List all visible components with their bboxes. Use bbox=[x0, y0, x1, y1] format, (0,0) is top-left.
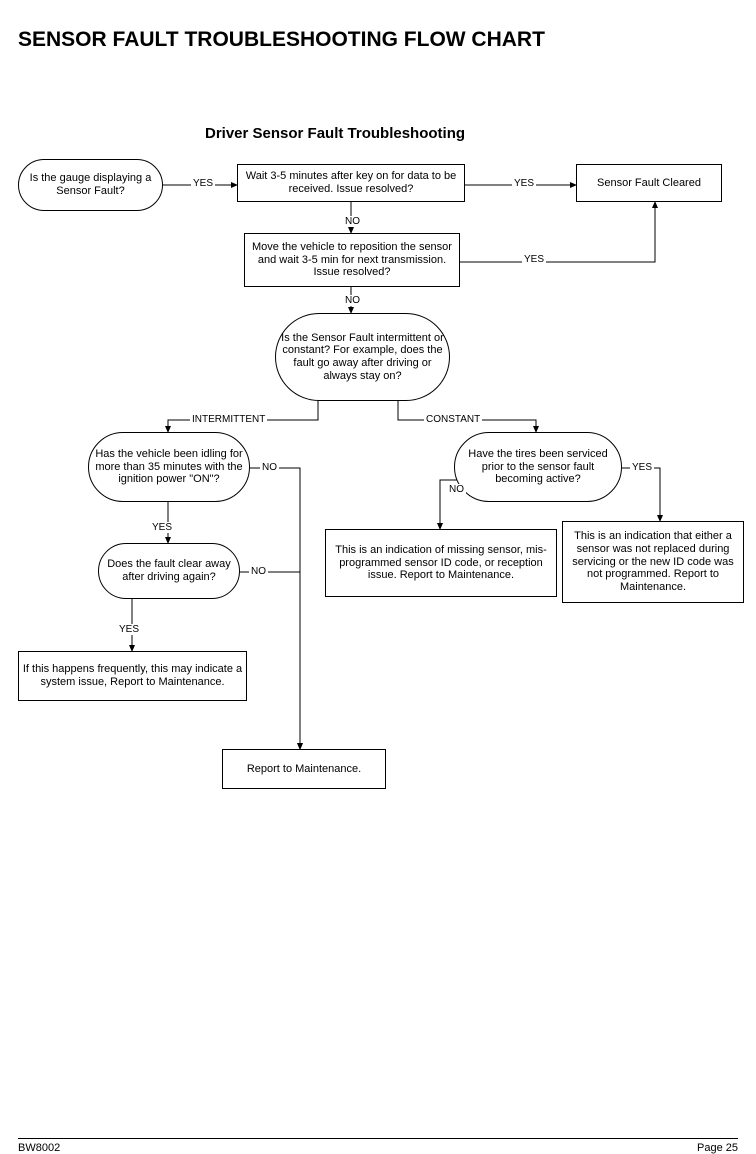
edge-label: NO bbox=[343, 216, 362, 227]
node-text: Is the gauge displaying a Sensor Fault? bbox=[22, 172, 159, 197]
footer-right: Page 25 bbox=[697, 1142, 738, 1154]
node-move-vehicle-resolved: Move the vehicle to reposition the senso… bbox=[244, 233, 460, 287]
node-report-to-maintenance: Report to Maintenance. bbox=[222, 749, 386, 789]
node-gauge-fault-question: Is the gauge displaying a Sensor Fault? bbox=[18, 159, 163, 211]
page-footer: BW8002 Page 25 bbox=[18, 1138, 738, 1139]
node-text: Report to Maintenance. bbox=[247, 763, 361, 776]
node-intermittent-or-constant: Is the Sensor Fault intermittent or cons… bbox=[275, 313, 450, 401]
node-text: Sensor Fault Cleared bbox=[597, 177, 701, 190]
node-text: Has the vehicle been idling for more tha… bbox=[92, 448, 246, 486]
edge-label: INTERMITTENT bbox=[190, 414, 267, 425]
edge-label: YES bbox=[522, 254, 546, 265]
node-frequent-system-issue: If this happens frequently, this may ind… bbox=[18, 651, 247, 701]
node-text: Does the fault clear away after driving … bbox=[102, 558, 236, 583]
footer-left: BW8002 bbox=[18, 1142, 60, 1154]
edge-label: YES bbox=[512, 178, 536, 189]
node-text: Wait 3-5 minutes after key on for data t… bbox=[241, 170, 461, 195]
node-text: If this happens frequently, this may ind… bbox=[22, 663, 243, 688]
node-text: Have the tires been serviced prior to th… bbox=[458, 448, 618, 486]
edge-label: YES bbox=[117, 624, 141, 635]
node-text: This is an indication that either a sens… bbox=[566, 530, 740, 593]
node-idling-35min: Has the vehicle been idling for more tha… bbox=[88, 432, 250, 502]
node-not-replaced-report: This is an indication that either a sens… bbox=[562, 521, 744, 603]
node-tires-serviced-prior: Have the tires been serviced prior to th… bbox=[454, 432, 622, 502]
node-text: Move the vehicle to reposition the senso… bbox=[248, 241, 456, 279]
node-text: Is the Sensor Fault intermittent or cons… bbox=[279, 332, 446, 383]
edge-label: NO bbox=[249, 566, 268, 577]
node-fault-clear-after-drive: Does the fault clear away after driving … bbox=[98, 543, 240, 599]
edge-label: NO bbox=[447, 484, 466, 495]
edge-label: NO bbox=[260, 462, 279, 473]
edge-label: YES bbox=[150, 522, 174, 533]
node-missing-sensor-report: This is an indication of missing sensor,… bbox=[325, 529, 557, 597]
node-sensor-fault-cleared: Sensor Fault Cleared bbox=[576, 164, 722, 202]
node-wait-3-5-resolved: Wait 3-5 minutes after key on for data t… bbox=[237, 164, 465, 202]
edge-label: NO bbox=[343, 295, 362, 306]
node-text: This is an indication of missing sensor,… bbox=[329, 544, 553, 582]
edge-label: YES bbox=[191, 178, 215, 189]
edge-label: YES bbox=[630, 462, 654, 473]
edge-label: CONSTANT bbox=[424, 414, 482, 425]
